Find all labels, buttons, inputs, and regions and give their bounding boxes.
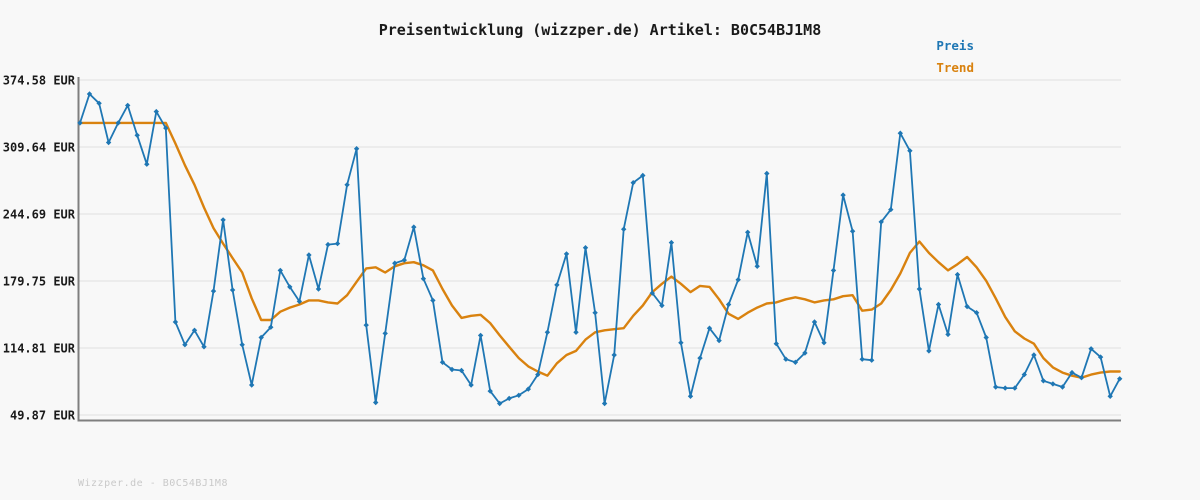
price-line: [79, 93, 1121, 405]
y-axis-tick-label: 374.58 EUR: [3, 74, 76, 88]
legend-item-trend: Trend: [936, 60, 974, 75]
watermark-label: Wizzper.de - B0C54BJ1M8: [78, 478, 228, 489]
y-axis-tick-label: 244.69 EUR: [3, 208, 76, 222]
y-axis-tick-label: 114.81 EUR: [3, 342, 76, 356]
y-axis-tick-label: 179.75 EUR: [3, 275, 76, 289]
y-axis-tick-label: 49.87 EUR: [10, 409, 76, 423]
legend-item-preis: Preis: [936, 38, 974, 53]
chart-title: Preisentwicklung (wizzper.de) Artikel: B…: [378, 21, 822, 39]
chart-legend: Preis Trend: [936, 38, 974, 75]
y-axis-tick-label: 309.64 EUR: [3, 141, 76, 155]
trend-line: [78, 121, 1121, 379]
